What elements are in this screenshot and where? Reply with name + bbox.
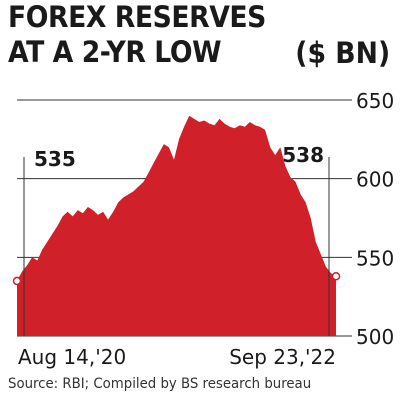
chart-title: FOREX RESERVES AT A 2-YR LOW	[8, 0, 266, 70]
x-tick-label-end: Sep 23,'22	[229, 345, 336, 369]
y-tick-label-650: 650	[356, 89, 394, 113]
y-tick-label-550: 550	[356, 246, 394, 270]
x-tick-labels: Aug 14,'20 Sep 23,'22	[18, 345, 336, 369]
end-point	[331, 271, 341, 281]
start-point	[12, 276, 22, 286]
unit-label: ($ BN)	[295, 36, 390, 70]
y-tick-label-500: 500	[356, 325, 394, 349]
chart-marks: 535 538	[12, 143, 341, 336]
end-value-label: 538	[282, 143, 324, 167]
title-line-2: AT A 2-YR LOW	[8, 35, 222, 69]
y-tick-label-600: 600	[356, 168, 394, 192]
y-tick-labels: 650 600 550 500	[356, 89, 394, 349]
source-note: Source: RBI; Compiled by BS research bur…	[8, 376, 312, 392]
title-line-1: FOREX RESERVES	[8, 0, 266, 34]
start-value-label: 535	[34, 147, 76, 171]
x-tick-label-start: Aug 14,'20	[18, 345, 126, 369]
area-series	[17, 115, 336, 336]
area-fill	[17, 115, 336, 336]
